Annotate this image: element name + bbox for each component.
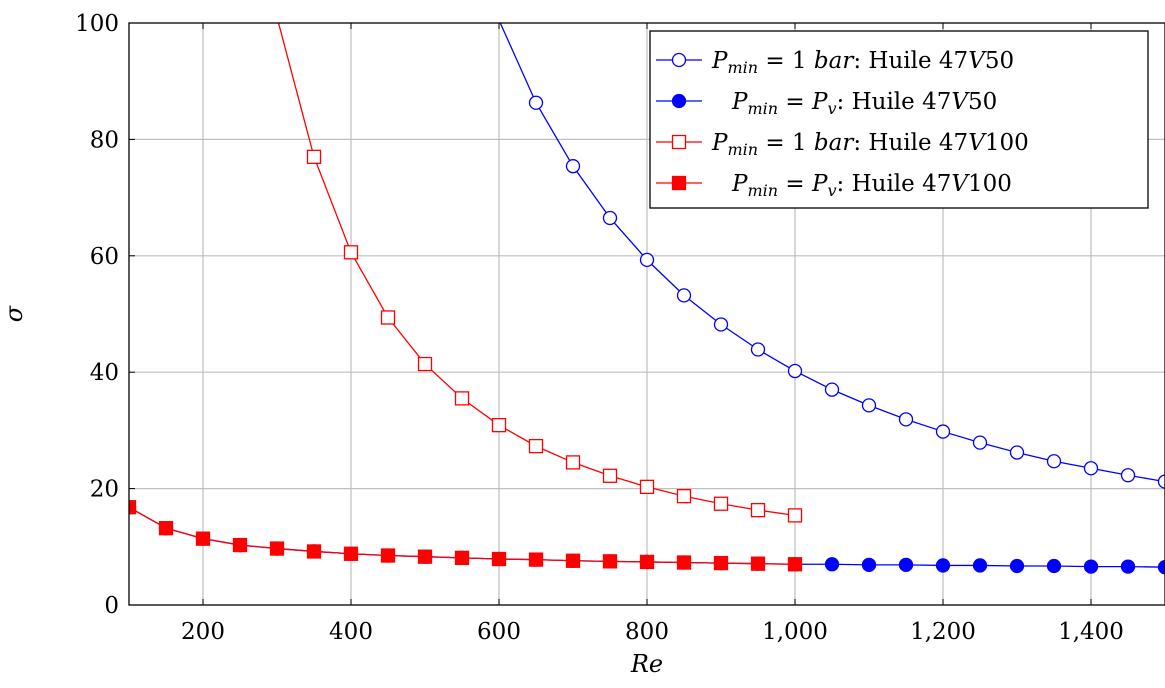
y-tick-label: 60 [90,244,119,270]
data-point [1009,445,1025,460]
data-point [1157,560,1165,575]
data-point [750,342,766,357]
data-point [602,554,618,569]
data-point [232,537,248,553]
legend-marker [671,52,687,68]
legend-marker [671,134,687,150]
data-point [676,555,692,570]
data-point [1046,454,1062,469]
x-axis-label: Re [630,650,663,678]
y-tick-label: 100 [75,11,119,37]
data-point [1120,468,1136,483]
series-3 [129,500,803,572]
series-layer [129,23,1165,575]
data-point [639,252,655,268]
data-point [491,418,507,433]
data-point [380,548,396,563]
data-point [972,558,988,573]
data-point [824,382,840,397]
data-point [602,468,618,483]
data-point [417,356,433,372]
data-point [491,551,507,567]
ticks [129,22,1092,606]
legend-label: Pmin = Pv: Huile 47V100 [731,171,1012,200]
x-tick-labels: 200 400 600 800 1,000 1,200 1,400 [181,619,1124,645]
legend-marker [671,93,687,109]
data-point [1120,559,1136,574]
legend-entry-2: Pmin = 1 bar: Huile 47V100 [656,130,1029,159]
x-tick-label: 400 [329,619,373,645]
data-point [565,455,581,470]
data-point [787,363,803,379]
y-tick-label: 40 [90,360,119,386]
data-point [787,508,803,523]
data-point [417,549,433,564]
data-point [713,496,729,511]
data-point [129,500,137,515]
data-point [528,552,544,567]
legend-marker [671,175,687,191]
data-point [343,245,359,260]
data-point [750,502,766,518]
data-point [565,159,581,174]
y-tick-label: 0 [104,593,119,619]
data-point [380,310,396,325]
x-tick-label: 1,400 [1058,619,1124,645]
legend: Pmin = 1 bar: Huile 47V50 Pmin = Pv: Huil… [649,30,1149,209]
y-tick-label: 80 [90,127,119,153]
data-point [343,546,359,561]
x-tick-label: 1,200 [910,619,976,645]
data-point [1046,558,1062,574]
data-point [158,521,174,536]
data-point [861,398,877,413]
data-point [454,391,470,406]
data-point [639,554,655,570]
y-tick-label: 20 [90,477,119,503]
data-point [676,489,692,504]
legend-label: Pmin = Pv: Huile 47V50 [731,89,997,118]
legend-label: Pmin = 1 bar: Huile 47V100 [711,130,1029,159]
data-point [565,553,581,568]
data-point [528,438,544,454]
legend-entry-0: Pmin = 1 bar: Huile 47V50 [656,48,1014,77]
x-tick-label: 800 [625,619,669,645]
series-2 [277,23,803,523]
legend-entry-1: Pmin = Pv: Huile 47V50 [656,89,997,118]
data-point [602,210,618,226]
data-point [1009,558,1025,574]
data-point [787,557,803,572]
data-point [269,541,285,556]
legend-entry-3: Pmin = Pv: Huile 47V100 [656,171,1012,200]
data-point [898,412,914,427]
data-point [935,424,951,439]
series-0 [499,23,1165,489]
y-axis-label: σ [0,305,28,322]
data-point [1157,474,1165,489]
x-tick-label: 600 [477,619,521,645]
data-point [1083,461,1099,476]
data-point [861,557,877,572]
data-point [713,555,729,571]
data-point [1083,559,1099,574]
data-point [750,556,766,571]
data-point [306,149,322,165]
data-point [528,95,544,110]
data-point [898,557,914,572]
data-point [713,317,729,332]
legend-label: Pmin = 1 bar: Huile 47V50 [711,48,1014,77]
data-point [454,550,470,566]
data-point [824,557,840,572]
data-point [935,558,951,573]
x-tick-label: 1,000 [762,619,828,645]
data-point [972,435,988,450]
data-point [306,544,322,559]
data-point [639,479,655,495]
data-point [676,288,692,303]
y-tick-labels: 0 20 40 60 80 100 [75,11,119,619]
x-tick-label: 200 [181,619,225,645]
legend-box [649,30,1149,209]
data-point [195,531,211,546]
